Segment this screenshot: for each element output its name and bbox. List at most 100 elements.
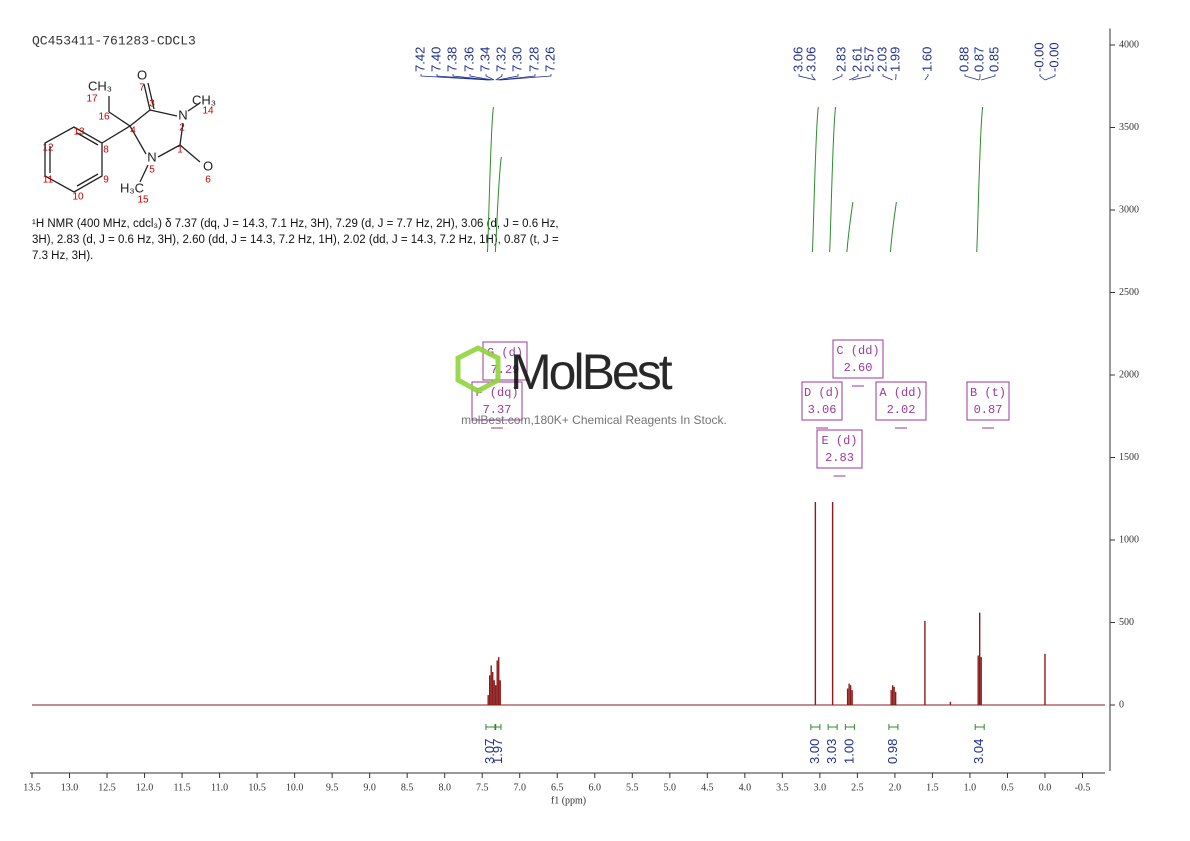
x-tick-label: 10.0 <box>286 782 304 793</box>
peak-label-connector <box>497 74 519 81</box>
x-tick-label: 8.0 <box>438 782 451 793</box>
peak-label: 2.03 <box>874 47 889 72</box>
atom-label: O <box>203 158 213 173</box>
peak-label-connector <box>852 74 871 81</box>
integral-label: 1.00 <box>841 739 856 764</box>
peak-label-connector <box>436 74 490 81</box>
atom-label: 10 <box>72 192 84 203</box>
x-tick-label: 9.0 <box>363 782 376 793</box>
peak-label: 7.26 <box>542 47 557 72</box>
x-tick-label: 3.0 <box>814 782 827 793</box>
peak-label: 1.99 <box>887 47 902 72</box>
x-tick-label: 10.5 <box>248 782 266 793</box>
atom-label: 6 <box>205 175 211 186</box>
multiplet-shift: 2.83 <box>825 451 854 465</box>
peak-label: 7.28 <box>526 47 541 72</box>
peak-label-connector <box>964 74 980 81</box>
multiplet-label: B (t) <box>970 386 1006 400</box>
y-tick-label: 2500 <box>1119 287 1139 298</box>
multiplet-box <box>875 381 927 421</box>
multiplet-label: E (d) <box>821 434 857 448</box>
nmr-description: 7.3 Hz, 3H). <box>32 250 93 262</box>
integral-curve <box>494 156 502 253</box>
peak-label: 2.61 <box>849 47 864 72</box>
x-tick-label: 11.5 <box>173 782 190 793</box>
x-tick-label: 1.0 <box>964 782 977 793</box>
x-tick-label: 3.5 <box>776 782 789 793</box>
peak-label-connector <box>1044 74 1056 81</box>
peak-label-connector <box>981 74 996 81</box>
integral-bracket <box>974 724 985 730</box>
peak-label-connector <box>485 74 495 81</box>
y-tick-label: 3000 <box>1119 204 1139 215</box>
peak-label-connector <box>924 74 929 81</box>
peak-label-connector <box>811 74 816 81</box>
atom-label: 2 <box>179 123 185 134</box>
x-tick-label: 0.0 <box>1039 782 1052 793</box>
x-tick-label: 7.5 <box>476 782 489 793</box>
y-tick-label: 0 <box>1119 699 1124 710</box>
x-tick-label: 5.0 <box>664 782 677 793</box>
integral-curve <box>889 201 897 253</box>
integral-label: 3.07 <box>482 739 497 764</box>
atom-label: O <box>137 67 147 82</box>
atom-label: 7 <box>139 83 145 94</box>
x-tick-label: 6.5 <box>551 782 564 793</box>
atom-label: H₃C <box>120 180 144 195</box>
peak-label: 7.36 <box>461 47 476 72</box>
integral-curve <box>846 201 854 253</box>
multiplet-label: D (d) <box>804 386 840 400</box>
peak-label-connector <box>498 74 536 81</box>
x-tick-label: 11.0 <box>211 782 228 793</box>
multiplet-box <box>482 341 528 381</box>
atom-label: 8 <box>103 145 109 156</box>
watermark-tagline: molBest.com,180K+ Chemical Reagents In S… <box>461 413 727 427</box>
y-tick-label: 3500 <box>1119 122 1139 133</box>
multiplet-shift: 0.87 <box>974 403 1003 417</box>
multiplet-box <box>832 339 884 379</box>
peak-label: 7.38 <box>444 47 459 72</box>
atom-label: N <box>178 107 187 122</box>
watermark-logo <box>455 345 501 394</box>
peak-label-connector <box>495 74 503 81</box>
peak-label: 0.85 <box>986 47 1001 72</box>
x-tick-label: -0.5 <box>1075 782 1091 793</box>
x-tick-label: 8.5 <box>401 782 414 793</box>
peak-label: 0.88 <box>956 47 971 72</box>
peak-label: -0.00 <box>1046 42 1061 72</box>
peak-label-connector <box>798 74 816 81</box>
y-tick-label: 500 <box>1119 617 1134 628</box>
multiplet-shift: 7.37 <box>483 403 512 417</box>
y-tick-label: 1000 <box>1119 534 1139 545</box>
integral-bracket <box>827 724 838 730</box>
y-tick-label: 4000 <box>1119 39 1139 50</box>
multiplet-label: A (dd) <box>879 386 922 400</box>
peak-label-connector <box>469 74 493 81</box>
integral-label: 1.97 <box>490 739 505 764</box>
multiplet-shift: 2.60 <box>844 361 873 375</box>
integral-bracket <box>844 724 855 730</box>
x-tick-label: 13.5 <box>23 782 41 793</box>
multiplet-shift: 3.06 <box>808 403 837 417</box>
x-tick-label: 0.5 <box>1001 782 1014 793</box>
peak-label-connector <box>848 74 859 81</box>
integral-bracket <box>888 724 899 730</box>
peak-label-connector <box>832 74 843 81</box>
peak-label-connector <box>500 74 552 81</box>
atom-label: CH₃ <box>88 78 112 93</box>
multiplet-box <box>816 429 863 469</box>
watermark-brand: MolBest <box>510 344 673 400</box>
integral-bracket <box>485 724 496 730</box>
x-axis-label: f1 (ppm) <box>551 795 586 806</box>
peak-label: 0.87 <box>971 47 986 72</box>
integral-bracket <box>810 724 821 730</box>
peak-label: 3.06 <box>790 47 805 72</box>
atom-label: 17 <box>86 94 98 105</box>
multiplet-label: C (dd) <box>836 344 879 358</box>
integral-label: 0.98 <box>885 739 900 764</box>
x-tick-label: 2.5 <box>851 782 864 793</box>
atom-label: 4 <box>130 126 136 137</box>
x-tick-label: 13.0 <box>61 782 79 793</box>
integral-label: 3.00 <box>807 739 822 764</box>
